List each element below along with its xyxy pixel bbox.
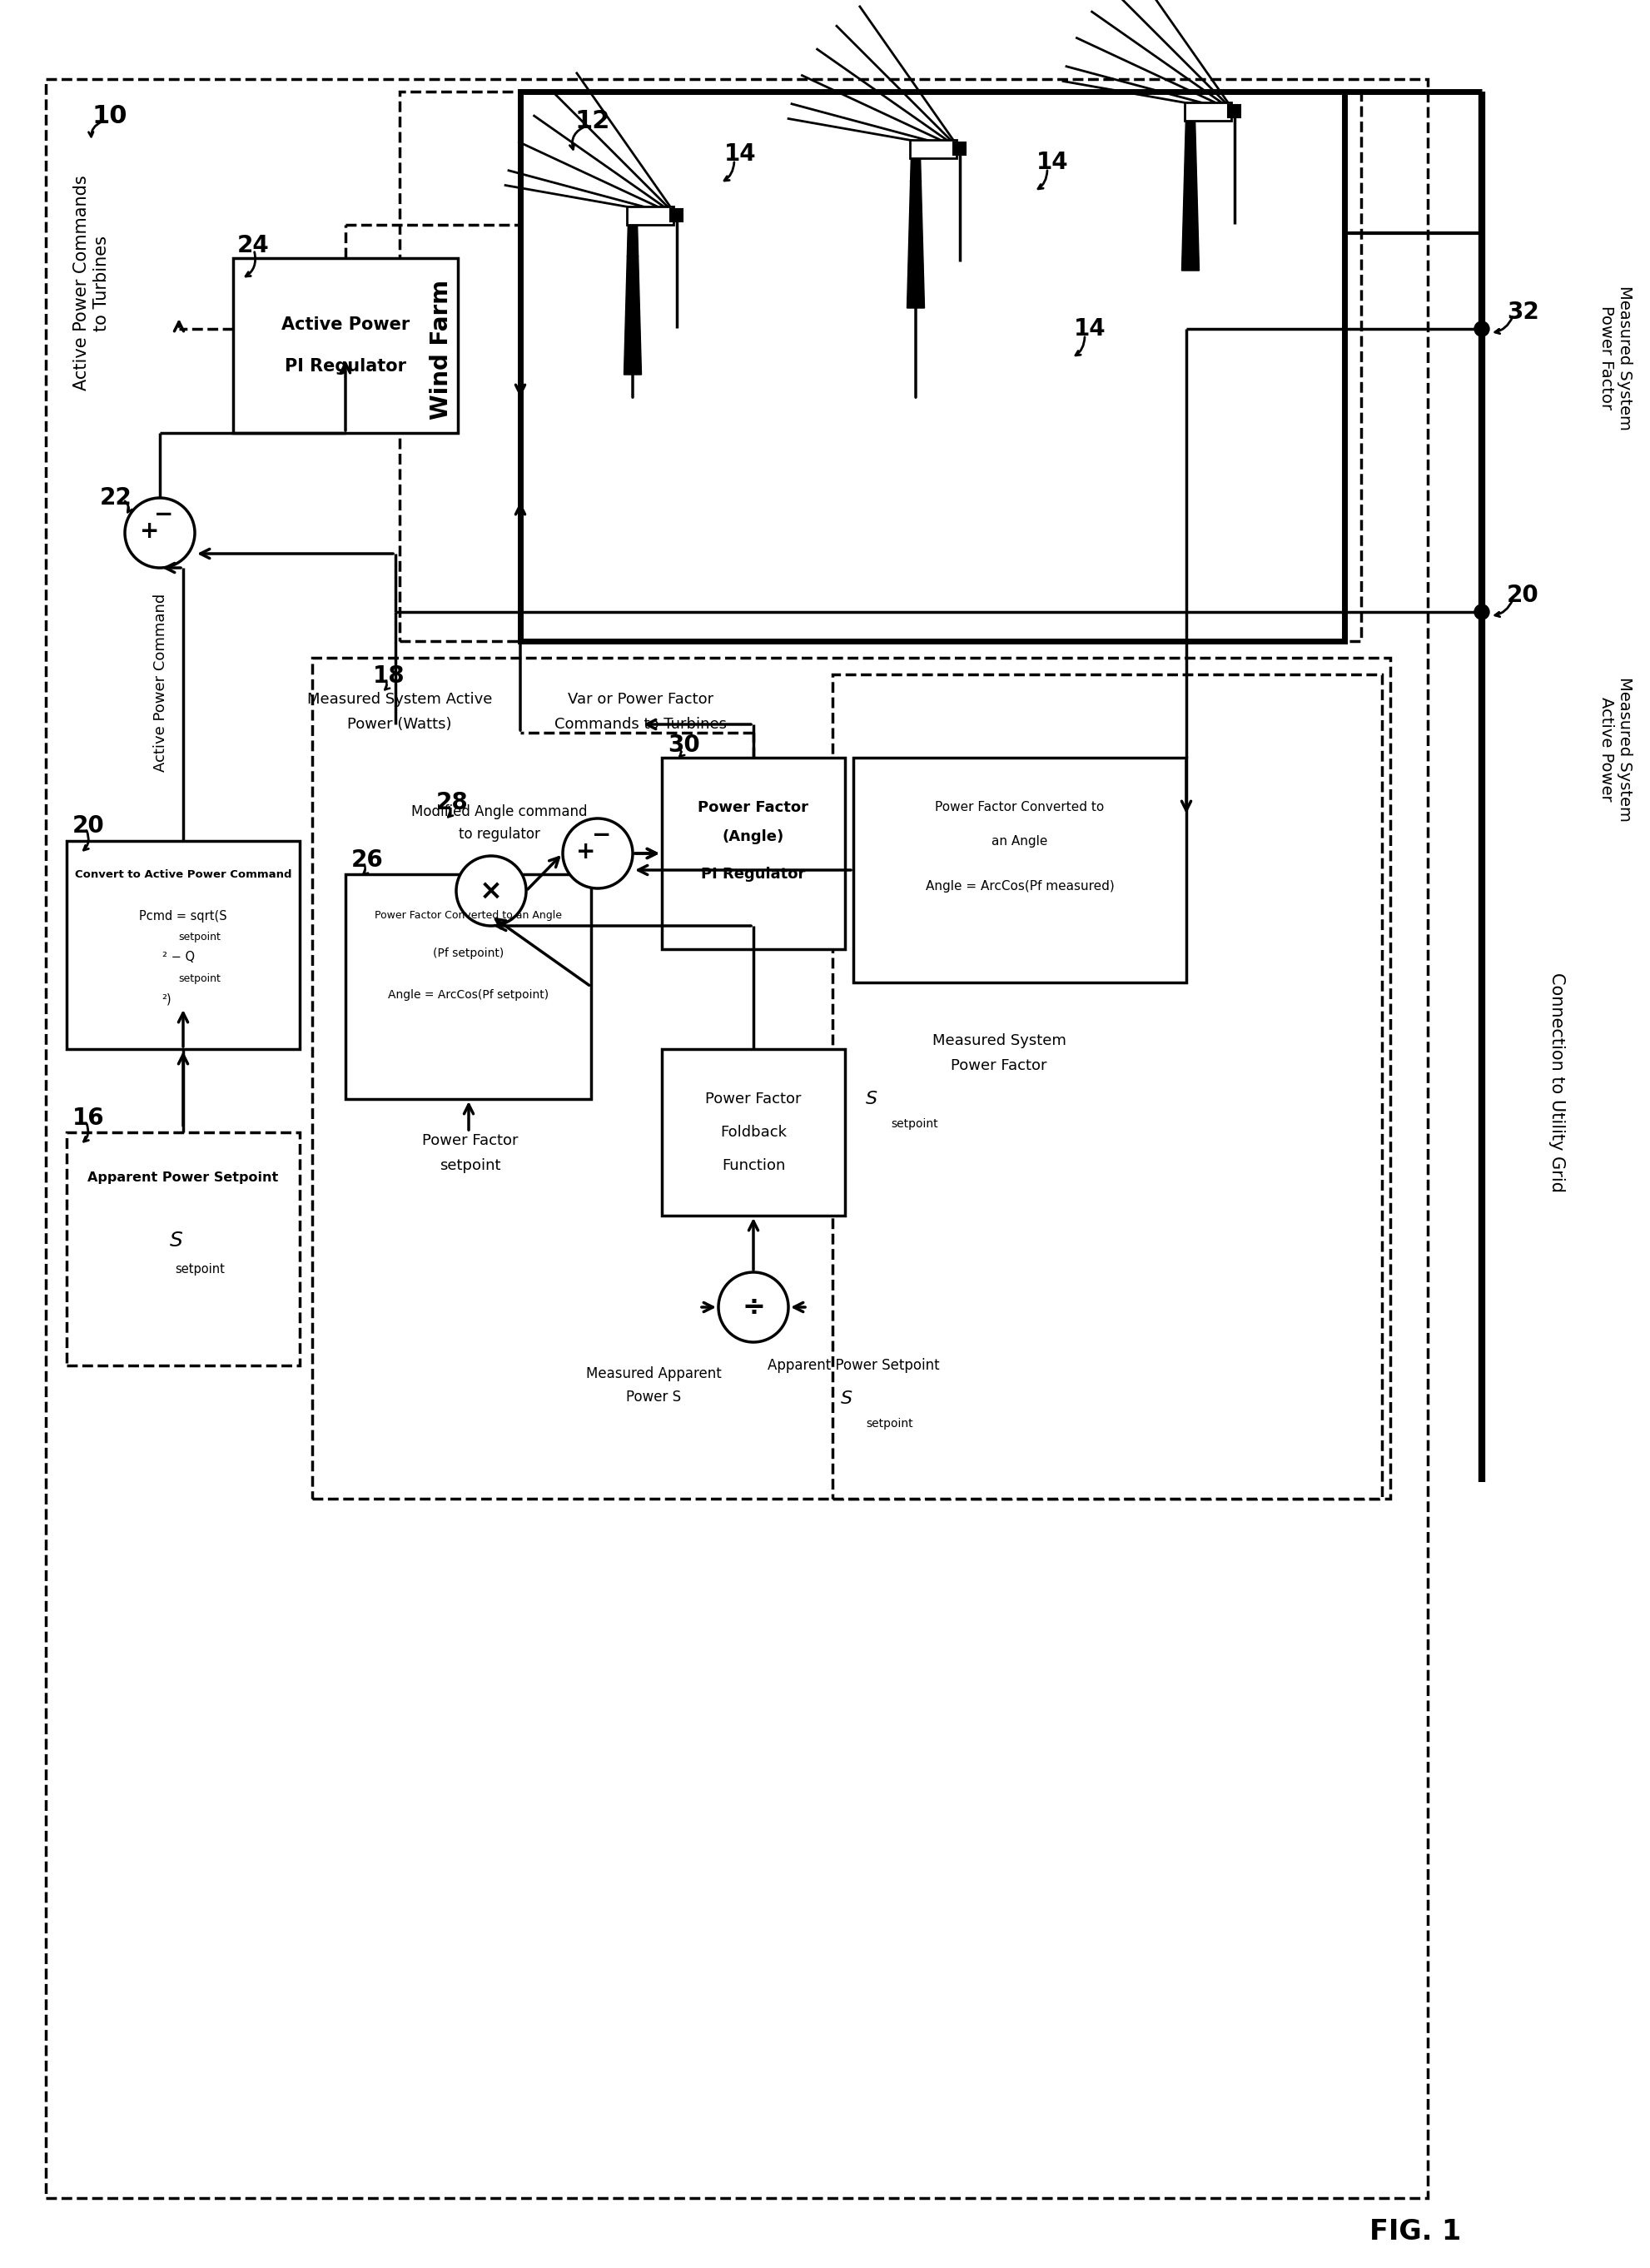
Text: Power Factor: Power Factor <box>422 1134 518 1148</box>
Bar <box>312 658 1389 1499</box>
Text: setpoint: setpoint <box>865 1418 912 1429</box>
Bar <box>46 79 1427 2198</box>
Text: Convert to Active Power Command: Convert to Active Power Command <box>74 869 292 880</box>
Text: (Pf setpoint): (Pf setpoint) <box>432 948 503 959</box>
Circle shape <box>125 499 195 567</box>
Text: Active Power Commands
to Turbines: Active Power Commands to Turbines <box>74 175 109 390</box>
Text: Active Power Command: Active Power Command <box>153 594 168 771</box>
Text: S: S <box>865 1091 878 1107</box>
Bar <box>66 1132 300 1365</box>
Text: to regulator: to regulator <box>459 828 540 841</box>
Bar <box>345 873 591 1100</box>
Text: −: − <box>153 503 173 526</box>
Text: Power Factor: Power Factor <box>950 1059 1046 1073</box>
Text: Apparent Power Setpoint: Apparent Power Setpoint <box>87 1173 279 1184</box>
Text: ²): ²) <box>162 993 172 1005</box>
Polygon shape <box>624 225 642 374</box>
Bar <box>233 259 457 433</box>
Circle shape <box>563 819 632 889</box>
Text: (Angle): (Angle) <box>723 830 784 844</box>
Text: 32: 32 <box>1506 302 1538 324</box>
Text: 14: 14 <box>1036 150 1068 175</box>
Text: 14: 14 <box>1074 318 1106 340</box>
Text: 26: 26 <box>351 848 383 871</box>
Bar <box>662 1050 845 1216</box>
Text: 30: 30 <box>667 733 700 758</box>
Bar <box>520 91 1343 642</box>
Text: 18: 18 <box>373 665 404 687</box>
Text: Function: Function <box>721 1159 785 1173</box>
Bar <box>952 143 965 154</box>
Text: PI Regulator: PI Regulator <box>701 866 805 882</box>
Circle shape <box>455 855 526 925</box>
Circle shape <box>1473 322 1488 336</box>
Text: Power Factor Converted to an Angle: Power Factor Converted to an Angle <box>375 909 561 921</box>
Text: PI Regulator: PI Regulator <box>284 358 406 374</box>
Text: setpoint: setpoint <box>178 932 221 941</box>
Bar <box>853 758 1186 982</box>
Text: Power Factor: Power Factor <box>698 801 808 814</box>
Text: setpoint: setpoint <box>891 1118 937 1129</box>
Text: Foldback: Foldback <box>719 1125 787 1141</box>
Bar <box>66 841 300 1050</box>
Text: +: + <box>140 519 160 542</box>
Text: Power Factor Converted to: Power Factor Converted to <box>936 801 1104 814</box>
Text: 24: 24 <box>238 234 269 256</box>
Polygon shape <box>1181 120 1198 270</box>
Text: 22: 22 <box>101 485 132 510</box>
Text: ×: × <box>478 878 503 905</box>
Text: Power (Watts): Power (Watts) <box>346 717 452 733</box>
Bar <box>662 758 845 950</box>
Text: 16: 16 <box>73 1107 104 1129</box>
Text: ² − Q: ² − Q <box>163 950 195 964</box>
Text: Active Power: Active Power <box>280 318 409 333</box>
Bar <box>670 209 683 222</box>
Text: Commands to Turbines: Commands to Turbines <box>554 717 726 733</box>
Text: Var or Power Factor: Var or Power Factor <box>568 692 713 708</box>
Text: Measured System
Power Factor: Measured System Power Factor <box>1597 286 1632 431</box>
Text: Pcmd = sqrt(S: Pcmd = sqrt(S <box>139 909 228 923</box>
Circle shape <box>1473 606 1488 619</box>
Text: 20: 20 <box>73 814 104 837</box>
Text: 14: 14 <box>724 143 756 166</box>
Text: setpoint: setpoint <box>439 1159 500 1173</box>
Bar <box>399 91 1361 642</box>
Text: Power S: Power S <box>625 1390 681 1404</box>
Text: Measured System
Active Power: Measured System Active Power <box>1597 676 1632 821</box>
Text: 12: 12 <box>574 109 609 134</box>
Text: Angle = ArcCos(Pf measured): Angle = ArcCos(Pf measured) <box>926 880 1114 894</box>
Text: −: − <box>592 823 610 846</box>
Bar <box>832 674 1381 1499</box>
Text: setpoint: setpoint <box>175 1263 224 1277</box>
Text: 20: 20 <box>1506 583 1538 608</box>
Text: Modified Angle command: Modified Angle command <box>411 805 587 819</box>
Text: Angle = ArcCos(Pf setpoint): Angle = ArcCos(Pf setpoint) <box>388 989 548 1000</box>
Text: FIG. 1: FIG. 1 <box>1370 2218 1460 2245</box>
Text: S: S <box>170 1232 183 1250</box>
Text: Measured Apparent: Measured Apparent <box>586 1365 721 1381</box>
Text: S: S <box>840 1390 851 1406</box>
Bar <box>1228 104 1239 118</box>
Polygon shape <box>906 159 924 308</box>
Text: Wind Farm: Wind Farm <box>429 279 452 420</box>
Text: Apparent Power Setpoint: Apparent Power Setpoint <box>767 1359 939 1372</box>
Bar <box>1183 102 1231 120</box>
Bar <box>909 138 955 159</box>
Text: Measured System: Measured System <box>932 1034 1066 1048</box>
Circle shape <box>718 1272 789 1343</box>
Text: ÷: ÷ <box>741 1293 764 1320</box>
Text: an Angle: an Angle <box>992 835 1048 848</box>
Text: setpoint: setpoint <box>178 973 221 984</box>
Bar <box>625 206 673 225</box>
Text: 10: 10 <box>91 104 127 129</box>
Text: Connection to Utility Grid: Connection to Utility Grid <box>1548 973 1564 1193</box>
Text: Measured System Active: Measured System Active <box>307 692 492 708</box>
Text: 28: 28 <box>436 792 469 814</box>
Text: +: + <box>576 839 596 864</box>
Text: Power Factor: Power Factor <box>705 1091 802 1107</box>
